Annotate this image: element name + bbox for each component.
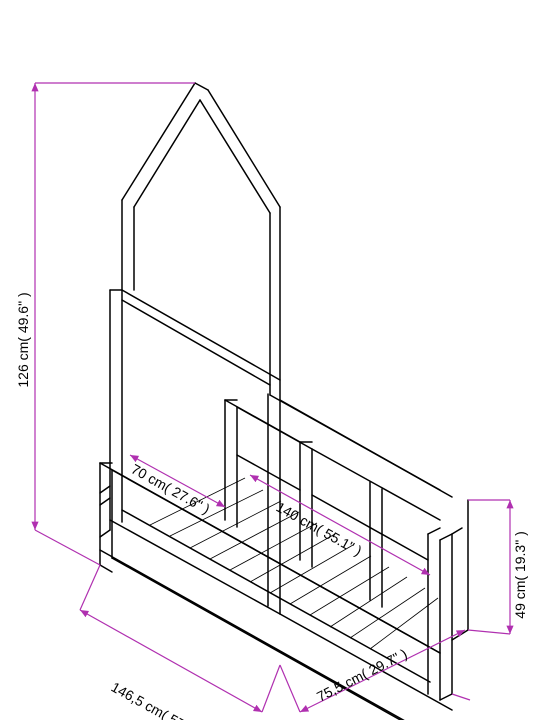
height-cm: 126 cm bbox=[15, 342, 31, 388]
depth-in: ( 57.7" ) bbox=[159, 707, 210, 720]
svg-text:140 cm( 55.1" ): 140 cm( 55.1" ) bbox=[274, 499, 365, 559]
svg-text:70 cm( 27.6" ): 70 cm( 27.6" ) bbox=[129, 461, 213, 517]
bed-frame-drawing bbox=[100, 83, 468, 720]
svg-text:146,5 cm( 57.7" ): 146,5 cm( 57.7" ) bbox=[109, 679, 210, 720]
rail-cm: 49 cm bbox=[512, 581, 528, 619]
height-in: ( 49.6" ) bbox=[15, 292, 31, 341]
svg-text:126 cm( 49.6" ): 126 cm( 49.6" ) bbox=[15, 292, 31, 387]
rail-in: ( 19.3" ) bbox=[512, 531, 528, 580]
dimension-lines bbox=[35, 83, 510, 712]
svg-text:49 cm( 19.3" ): 49 cm( 19.3" ) bbox=[512, 531, 528, 618]
depth-cm: 146,5 cm bbox=[109, 679, 167, 720]
svg-text:75,5 cm( 29.7" ): 75,5 cm( 29.7" ) bbox=[314, 645, 410, 704]
bed-frame-diagram: 126 cm( 49.6" ) 146,5 cm( 57.7" ) 75,5 c… bbox=[0, 0, 540, 720]
width-in: ( 29.7" ) bbox=[358, 645, 409, 682]
width-cm: 75,5 cm bbox=[314, 668, 366, 705]
